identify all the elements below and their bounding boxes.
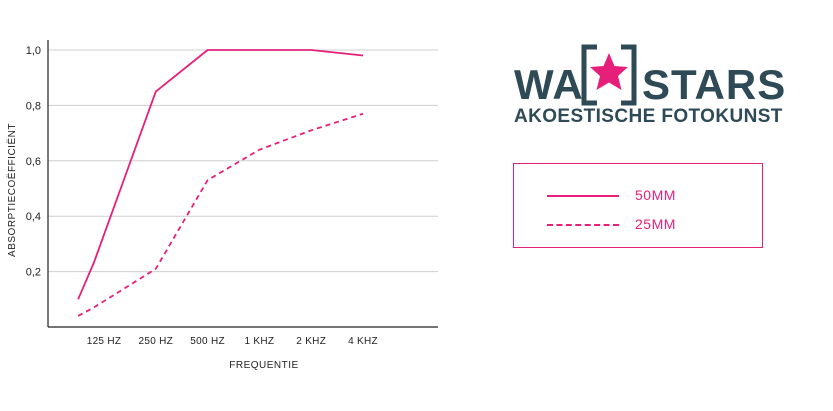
legend-label-50mm: 50MM — [635, 187, 676, 203]
logo-word-right: STARS — [642, 61, 787, 108]
logo-frame-star-icon — [581, 44, 637, 106]
series-line-25mm — [77, 112, 364, 317]
series-layer — [77, 49, 364, 317]
legend-item-25mm: 25MM — [514, 215, 762, 235]
grid-lines — [48, 49, 438, 273]
x-tick-label: 1 KHZ — [244, 336, 274, 347]
x-axis-label: FREQUENTIE — [229, 360, 298, 371]
x-tick-labels: 125 HZ 250 HZ 500 HZ 1 KHZ 2 KHZ 4 KHZ — [87, 336, 378, 347]
series-line-50mm — [77, 49, 364, 300]
y-tick-label: 0,6 — [26, 156, 41, 168]
x-tick-label: 4 KHZ — [348, 336, 378, 347]
legend-solid-swatch — [547, 195, 619, 197]
y-tick-label: 0,2 — [26, 267, 41, 279]
legend: 50MM 25MM — [513, 163, 763, 248]
y-axis-label: ABSORPTIECOËFFICIËNT — [6, 123, 18, 257]
legend-item-50mm: 50MM — [514, 186, 762, 206]
x-tick-label: 500 HZ — [190, 336, 225, 347]
x-tick-label: 250 HZ — [139, 336, 174, 347]
logo-word-left: WA — [514, 61, 584, 108]
absorption-chart: 0,2 0,4 0,6 0,8 1,0 125 HZ 250 HZ 500 HZ 1 KHZ 2… — [6, 40, 438, 371]
wallstars-logo: WA STARS AKOESTISCHE FOTOKUNST — [508, 40, 785, 140]
legend-dashed-swatch — [547, 224, 619, 226]
x-tick-label: 125 HZ — [87, 336, 122, 347]
y-tick-labels: 0,2 0,4 0,6 0,8 1,0 — [26, 45, 41, 279]
y-tick-label: 0,4 — [26, 211, 41, 223]
legend-label-25mm: 25MM — [635, 216, 676, 232]
y-tick-label: 1,0 — [26, 45, 41, 57]
x-tick-label: 2 KHZ — [296, 336, 326, 347]
y-tick-label: 0,8 — [26, 100, 41, 112]
logo-tagline: AKOESTISCHE FOTOKUNST — [514, 106, 783, 127]
